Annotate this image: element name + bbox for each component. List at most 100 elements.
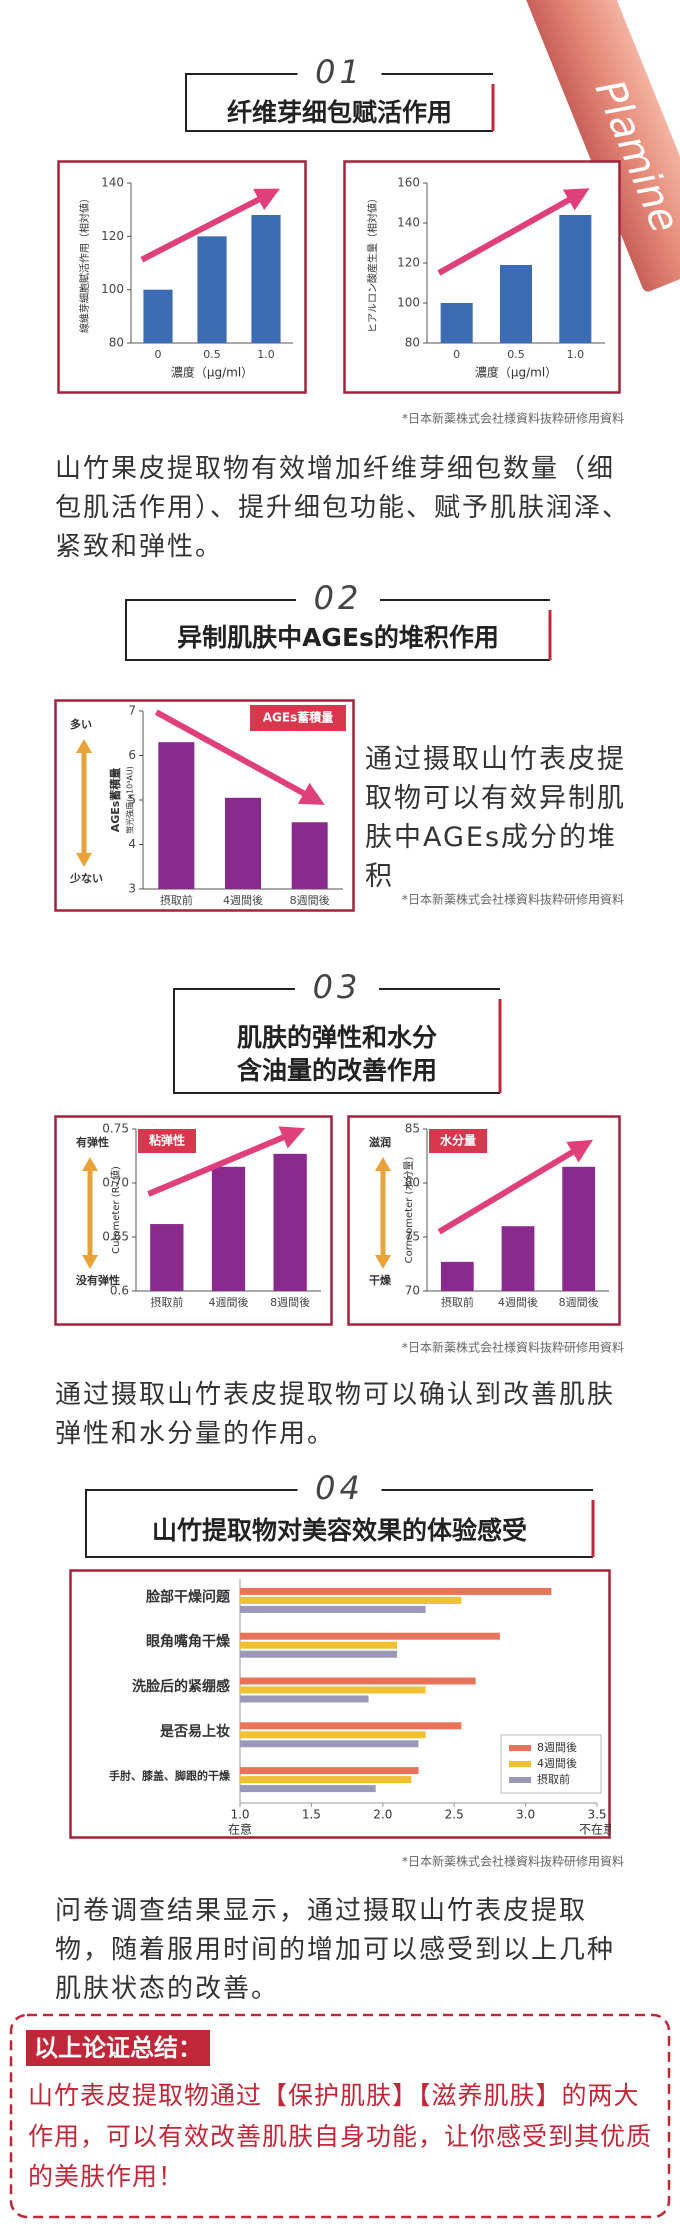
y-tick-label: 70 bbox=[405, 1284, 420, 1298]
bar bbox=[211, 1166, 246, 1291]
x-tick-label: 3.0 bbox=[516, 1808, 535, 1822]
x-tick-label: 4週間後 bbox=[498, 1295, 538, 1309]
y-tick-label: 7 bbox=[128, 704, 136, 718]
section-title: 山竹提取物对美容效果的体验感受 bbox=[152, 1516, 527, 1545]
bar-chart: 70 75 80 85 摂取前 4週間後 8週間後 Corneometer (水分量) 滋润干燥… bbox=[347, 1115, 621, 1326]
summary-heading: 以上论证总结： bbox=[26, 2030, 210, 2066]
trend-arrow bbox=[140, 188, 280, 263]
x-tick-label: 4週間後 bbox=[223, 893, 263, 907]
trend-arrow bbox=[154, 709, 325, 805]
x-max-label: 不在意 bbox=[579, 1822, 611, 1837]
bar bbox=[240, 1695, 369, 1703]
y-tick-label: 6 bbox=[128, 748, 136, 762]
y-tick-label: 0.6 bbox=[110, 1284, 129, 1298]
x-tick-label: 摂取前 bbox=[441, 1295, 474, 1309]
source-note: *日本新薬株式会社様資料抜粋研修用資料 bbox=[402, 411, 624, 426]
legend-swatch bbox=[509, 1745, 531, 1751]
bar bbox=[240, 1596, 462, 1604]
bar-chart: 80 100 120 140 160 0 0.5 1.0 濃度（μg/ml） ヒアルロン酸産生量（… bbox=[343, 160, 621, 394]
legend-label: 摂取前 bbox=[537, 1772, 570, 1786]
top-label: 多い bbox=[70, 717, 92, 731]
x-axis-label: 濃度（μg/ml） bbox=[475, 365, 557, 380]
x-tick-label: 摂取前 bbox=[150, 1295, 183, 1309]
bar bbox=[240, 1632, 500, 1640]
chart-tag bbox=[429, 1129, 487, 1153]
number-backdrop bbox=[295, 969, 379, 1009]
bar bbox=[240, 1722, 462, 1730]
bar bbox=[225, 797, 261, 889]
trend-arrow bbox=[437, 188, 590, 276]
y-axis-label: Corneometer (水分量) bbox=[403, 1157, 415, 1264]
bar-chart: 3 4 5 6 7 摂取前 4週間後 8週間後 AGEs蓄積量 蛍光強度(x10⁴AU) 多い少ない… bbox=[54, 699, 355, 912]
category-label: 洗脸后的紧绷感 bbox=[132, 1678, 230, 1695]
chart-tag bbox=[250, 705, 346, 731]
section-text: 山竹果皮提取物有效增加纤维芽细包数量（细包肌活作用）、提升细包功能、赋予肌肤润泽… bbox=[55, 454, 631, 562]
y-tick-label: 0.70 bbox=[102, 1176, 129, 1190]
x-tick-label: 0.5 bbox=[203, 348, 221, 361]
x-tick-label: 1.0 bbox=[567, 348, 585, 361]
x-tick-label: 4週間後 bbox=[209, 1295, 249, 1309]
section-title: 肌肤的弹性和水分 bbox=[237, 1023, 437, 1052]
bar bbox=[197, 236, 227, 343]
y-tick-label: 140 bbox=[101, 176, 124, 190]
chart-tag-label: AGEs蓄積量 bbox=[263, 710, 333, 725]
bar-chart: 0.6 0.65 0.70 0.75 摂取前 4週間後 8週間後 Cutometer (R7値… bbox=[54, 1115, 333, 1326]
x-tick-label: 1.0 bbox=[257, 348, 275, 361]
x-tick-label: 2.5 bbox=[445, 1808, 464, 1822]
section-number: 04 bbox=[315, 1469, 364, 1507]
bar bbox=[499, 265, 533, 343]
bar bbox=[240, 1740, 419, 1748]
bar bbox=[251, 215, 281, 343]
x-tick-label: 8週間後 bbox=[559, 1295, 599, 1309]
legend-label: 4週間後 bbox=[537, 1756, 577, 1770]
y-tick-label: 100 bbox=[101, 282, 124, 296]
section-title: 异制肌肤中AGEs的堆积作用 bbox=[177, 623, 499, 652]
x-tick-label: 2.0 bbox=[373, 1808, 392, 1822]
section-text: 问卷调查结果显示，通过摄取山竹表皮提取物，随着服用时间的增加可以感受到以上几种肌… bbox=[55, 1896, 616, 2004]
y-tick-label: 75 bbox=[405, 1230, 420, 1244]
section-text: 通过摄取山竹表皮提取物可以有效异制肌肤中AGEs成分的堆积 bbox=[365, 744, 626, 893]
bar bbox=[240, 1686, 426, 1694]
bar bbox=[240, 1587, 552, 1595]
bar bbox=[240, 1641, 398, 1649]
bar bbox=[501, 1226, 535, 1291]
y-tick-label: 100 bbox=[397, 296, 420, 310]
bar bbox=[240, 1785, 376, 1793]
y-tick-label: 80 bbox=[109, 336, 124, 350]
category-label: 是否易上妆 bbox=[160, 1723, 230, 1740]
top-label: 滋润 bbox=[369, 1135, 391, 1149]
top-label: 有弹性 bbox=[76, 1135, 109, 1149]
x-tick-label: 0.5 bbox=[507, 348, 525, 361]
category-label: 眼角嘴角干燥 bbox=[146, 1633, 231, 1650]
y-tick-label: 4 bbox=[128, 837, 136, 851]
number-backdrop bbox=[297, 54, 382, 94]
y-tick-label: 120 bbox=[397, 256, 420, 270]
y-axis-label: AGEs蓄積量 bbox=[108, 768, 122, 833]
bar bbox=[559, 215, 592, 343]
hbar-chart: 1.0 1.5 2.0 2.5 3.0 3.5 在意 不在意 脸部干燥问题眼角嘴角干燥洗脸后的紧… bbox=[69, 1569, 611, 1839]
y-axis-label: ヒアルロン酸産生量（相対値） bbox=[366, 193, 379, 333]
section-text: 通过摄取山竹表皮提取物可以确认到改善肌肤弹性和水分量的作用。 bbox=[55, 1380, 616, 1449]
y-tick-label: 80 bbox=[405, 1176, 420, 1190]
bar bbox=[240, 1605, 426, 1613]
y-axis-sublabel: 蛍光強度(x10⁴AU) bbox=[125, 766, 135, 834]
bar bbox=[291, 822, 328, 889]
x-tick-label: 3.5 bbox=[587, 1808, 606, 1822]
x-tick-label: 1.5 bbox=[302, 1808, 321, 1822]
category-label: 脸部干燥问题 bbox=[146, 1588, 231, 1605]
x-tick-label: 1.0 bbox=[230, 1808, 249, 1822]
bar bbox=[158, 742, 195, 889]
chart-tag-label: 水分量 bbox=[440, 1133, 476, 1148]
summary-text: 山竹表皮提取物通过【保护肌肤】【滋养肌肤】的两大作用，可以有效改善肌肤自身功能，… bbox=[28, 2081, 653, 2191]
bar bbox=[240, 1677, 476, 1685]
trend-arrow bbox=[147, 1126, 306, 1197]
bottom-label: 干燥 bbox=[369, 1273, 392, 1287]
bar bbox=[240, 1650, 398, 1658]
y-tick-label: 0.75 bbox=[102, 1122, 129, 1136]
number-backdrop bbox=[296, 580, 380, 620]
legend-swatch bbox=[509, 1761, 531, 1767]
summary-frame bbox=[9, 2013, 671, 2219]
bar bbox=[150, 1224, 184, 1291]
trend-arrow bbox=[437, 1139, 593, 1235]
section-number: 03 bbox=[313, 968, 362, 1006]
